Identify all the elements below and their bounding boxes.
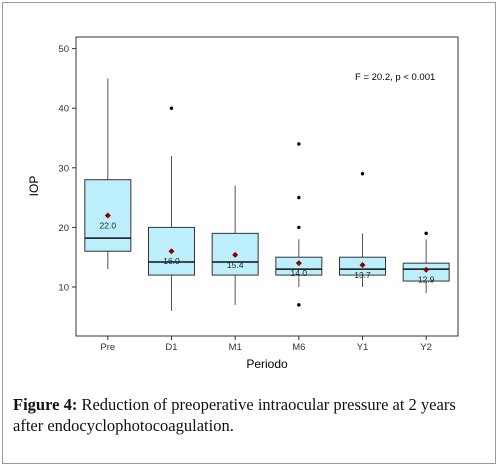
- x-tick-label: D1: [165, 342, 177, 353]
- box-m1: 15.4: [211, 185, 259, 305]
- stat-annotation: F = 20.2, p < 0.001: [355, 72, 435, 83]
- mean-label: 14.0: [291, 268, 308, 278]
- y-tick-label: 50: [58, 44, 69, 55]
- mean-label: 12.9: [418, 275, 435, 285]
- figure-caption: Figure 4: Reduction of preoperative intr…: [13, 394, 488, 436]
- outlier-point: [169, 106, 174, 110]
- box-d1: 16.0: [148, 106, 195, 311]
- x-tick-label: M6: [292, 342, 305, 353]
- box-pre: 22.0: [84, 78, 132, 270]
- x-tick-label: Y2: [420, 342, 432, 353]
- box-plot-chart: 10 20 30 40 50 Pre D1 M1 M6 Y1 Y2 22.0 16.0 15.4 14.…: [27, 36, 459, 371]
- plot-panel: [75, 36, 459, 337]
- outlier-point: [297, 142, 301, 146]
- x-tick-label: Pre: [100, 342, 115, 353]
- mean-marker: [168, 248, 175, 255]
- mean-marker: [232, 251, 239, 258]
- x-axis: Pre D1 M1 M6 Y1 Y2: [100, 336, 432, 353]
- mean-marker: [295, 260, 302, 267]
- x-tick-label: M1: [229, 342, 242, 353]
- y-axis-title: IOP: [27, 176, 41, 197]
- outlier-point: [424, 231, 428, 236]
- y-tick-label: 10: [58, 283, 69, 294]
- x-axis-title: Periodo: [246, 357, 288, 371]
- y-tick-label: 20: [58, 223, 69, 234]
- box-series: 22.0 16.0 15.4 14.0 13.7 12.9: [84, 78, 450, 311]
- box-y2: 12.9: [402, 231, 450, 293]
- mean-marker: [104, 212, 111, 219]
- mean-label: 15.4: [227, 260, 244, 270]
- outlier-point: [297, 303, 301, 307]
- mean-marker: [423, 266, 430, 273]
- mean-label: 16.0: [163, 256, 180, 266]
- y-axis: 10 20 30 40 50: [58, 44, 76, 294]
- outlier-point: [297, 225, 301, 230]
- outlier-point: [360, 172, 365, 176]
- y-tick-label: 40: [58, 104, 69, 115]
- caption-label: Figure 4:: [13, 395, 78, 414]
- box-m6: 14.0: [275, 142, 323, 307]
- mean-label: 13.7: [354, 270, 371, 280]
- mean-marker: [359, 261, 366, 268]
- caption-text: Reduction of preoperative intraocular pr…: [13, 395, 456, 435]
- y-tick-label: 30: [58, 163, 69, 174]
- box-y1: 13.7: [339, 172, 386, 287]
- x-tick-label: Y1: [357, 342, 369, 353]
- mean-label: 22.0: [100, 220, 117, 230]
- outlier-point: [297, 195, 301, 200]
